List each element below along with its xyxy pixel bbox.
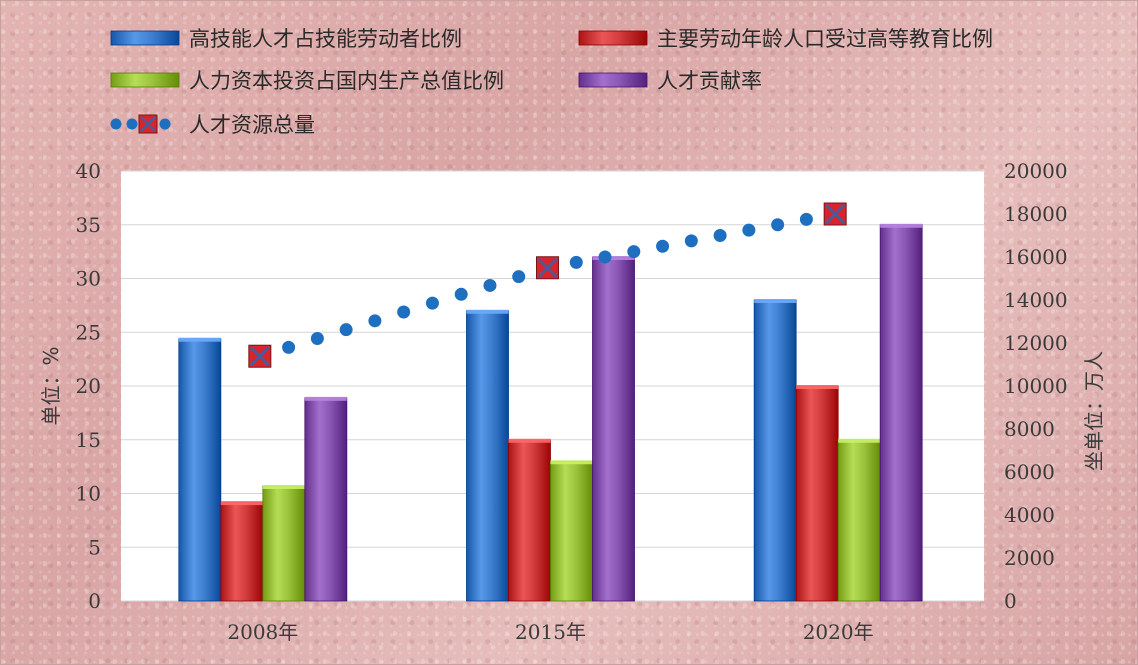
y-left-tick-label: 15	[76, 428, 101, 452]
line-marker-x	[825, 203, 846, 225]
line-marker-x	[537, 257, 558, 278]
legend-swatch	[110, 72, 180, 88]
y-right-tick-label: 6000	[1004, 460, 1055, 484]
legend-label: 主要劳动年龄人口受过高等教育比例	[657, 27, 993, 51]
y-right-tick-label: 20000	[1004, 159, 1068, 183]
bar	[466, 310, 509, 602]
line-dot	[627, 245, 641, 259]
y-right-tick-label: 18000	[1004, 202, 1068, 226]
legend-swatch	[578, 30, 648, 46]
line-dot	[656, 239, 670, 253]
gridlines: 0 5 10 15 20 25 30 35 40 0 2000 4000 6000 8000 10000 12…	[76, 159, 1068, 613]
y-right-tick-label: 4000	[1004, 503, 1055, 527]
x-category-label: 2015年	[515, 620, 586, 644]
y-left-tick-label: 40	[76, 159, 101, 183]
line-series	[248, 202, 847, 368]
bar	[795, 385, 839, 602]
y-left-tick-label: 0	[88, 589, 101, 613]
bar	[220, 501, 264, 602]
line-dot	[454, 287, 468, 301]
line-dot	[425, 296, 439, 310]
line-dot	[339, 323, 353, 337]
line-dot	[512, 270, 526, 284]
bar-top-bevel	[838, 438, 881, 443]
bar	[304, 397, 348, 602]
legend: 高技能人才占技能劳动者比例 主要劳动年龄人口受过高等教育比例人力资本投资占国内生产…	[110, 27, 993, 137]
legend-label: 人力资本投资占国内生产总值比例	[189, 69, 504, 93]
y-right-axis-title: 坐单位：万人	[1082, 351, 1106, 471]
y-right-tick-label: 14000	[1004, 288, 1068, 312]
line-dot	[310, 332, 324, 346]
y-left-tick-label: 30	[76, 267, 101, 291]
line-dot	[282, 340, 296, 354]
bar-top-bevel	[796, 385, 839, 389]
line-dot	[598, 250, 612, 264]
bars: 2008年 2015年 2020年	[178, 223, 923, 644]
bar	[550, 460, 593, 602]
legend-line-marker-x	[140, 116, 156, 132]
y-right-tick-label: 12000	[1004, 331, 1068, 355]
line-dot	[684, 234, 698, 248]
legend-line-dot	[110, 118, 122, 130]
y-right-tick-label: 10000	[1004, 374, 1068, 398]
legend-swatch	[110, 30, 180, 46]
x-category-label: 2020年	[803, 620, 874, 644]
bar-top-bevel	[304, 396, 347, 401]
line-dot	[771, 218, 785, 232]
line-dot	[713, 229, 727, 242]
bar-top-bevel	[508, 438, 551, 443]
y-left-tick-label: 25	[76, 320, 101, 344]
x-category-label: 2008年	[227, 620, 298, 644]
y-right-tick-label: 8000	[1004, 417, 1055, 441]
bar	[178, 338, 222, 602]
bar-top-bevel	[466, 309, 509, 314]
bar	[753, 299, 797, 602]
bar	[879, 224, 923, 602]
bar	[592, 256, 635, 602]
legend-line-dot	[126, 118, 138, 130]
bar	[837, 439, 881, 602]
y-right-tick-label: 2000	[1004, 546, 1055, 570]
bar-top-bevel	[550, 460, 593, 465]
line-dot	[397, 305, 411, 319]
legend-label: 高技能人才占技能劳动者比例	[189, 27, 462, 51]
line-marker-x	[249, 346, 270, 367]
line-dot	[368, 314, 382, 328]
bar-top-bevel	[754, 299, 797, 303]
bar	[262, 485, 306, 602]
y-right-tick-label: 0	[1004, 589, 1017, 613]
y-left-tick-label: 20	[76, 374, 101, 398]
bar-top-bevel	[220, 501, 263, 506]
bar-top-bevel	[262, 484, 305, 489]
bar-top-bevel	[178, 337, 221, 342]
y-left-tick-label: 5	[88, 535, 101, 559]
y-left-axis-title: 单位：%	[39, 346, 63, 425]
line-dot	[569, 255, 583, 269]
line-dot	[799, 212, 813, 226]
line-dot	[483, 278, 497, 292]
bar-top-bevel	[592, 256, 635, 260]
legend-label: 人才资源总量	[189, 113, 315, 137]
legend-line-dot	[159, 118, 171, 130]
bar-top-bevel	[880, 223, 923, 228]
legend-label: 人才贡献率	[657, 69, 762, 93]
y-left-tick-label: 10	[76, 482, 101, 506]
legend-swatch	[578, 72, 648, 88]
y-left-tick-label: 35	[76, 213, 101, 237]
bar	[508, 439, 551, 602]
line-dot	[742, 223, 756, 237]
y-right-tick-label: 16000	[1004, 245, 1068, 269]
